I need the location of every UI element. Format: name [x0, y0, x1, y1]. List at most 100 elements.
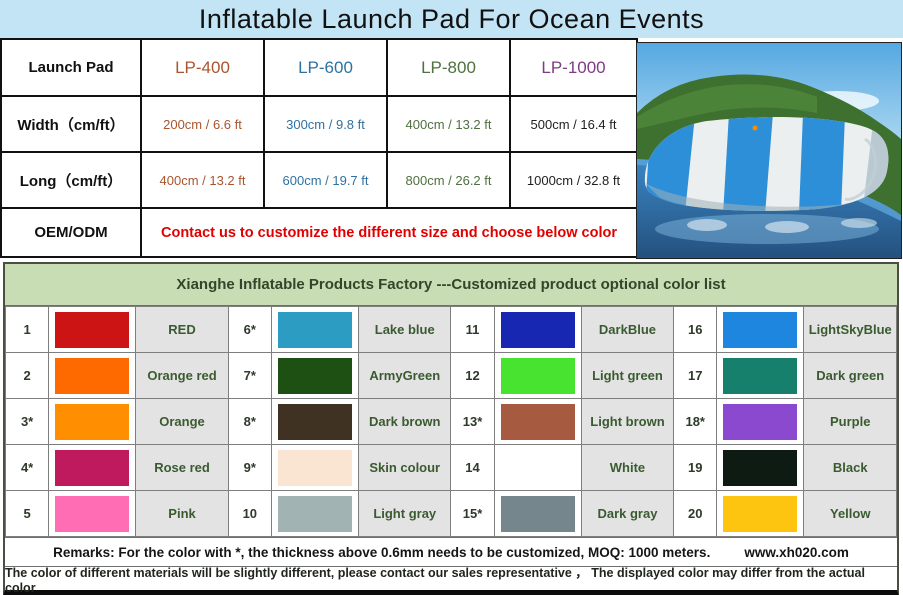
color-row: 3* Orange 8* Dark brown 13* Light brown … — [4, 398, 897, 445]
remarks-text: Remarks: For the color with *, the thick… — [53, 544, 711, 560]
color-number: 9* — [227, 444, 272, 491]
color-swatch-cell — [493, 306, 582, 353]
color-label: Yellow — [803, 490, 897, 537]
model-name: LP-1000 — [509, 38, 638, 97]
width-value: 500cm / 16.4 ft — [509, 95, 638, 153]
color-swatch — [277, 311, 352, 348]
color-label: Lake blue — [358, 306, 452, 353]
color-swatch-cell — [48, 444, 137, 491]
color-number: 18* — [673, 398, 718, 445]
remarks-row: Remarks: For the color with *, the thick… — [5, 537, 897, 566]
color-swatch — [277, 495, 352, 532]
long-value: 1000cm / 32.8 ft — [509, 151, 638, 209]
spec-rowhead-width: Width（cm/ft） — [0, 95, 142, 153]
ocean-blob-illustration — [637, 43, 901, 258]
spec-row-oem: OEM/ODM Contact us to customize the diff… — [0, 207, 638, 258]
model-name: LP-600 — [263, 38, 388, 97]
color-swatch — [55, 495, 130, 532]
color-number: 13* — [450, 398, 495, 445]
color-number: 3* — [4, 398, 50, 445]
model-name: LP-800 — [386, 38, 511, 97]
color-label: Pink — [135, 490, 229, 537]
color-swatch — [723, 311, 798, 348]
long-value: 600cm / 19.7 ft — [263, 151, 388, 209]
color-number: 14 — [450, 444, 495, 491]
color-label: White — [580, 444, 675, 491]
color-swatch-cell — [716, 398, 805, 445]
color-label: Orange — [135, 398, 229, 445]
color-label: Light brown — [580, 398, 675, 445]
spec-rowhead-model: Launch Pad — [0, 38, 142, 97]
spec-rowhead-oem: OEM/ODM — [0, 207, 142, 258]
spec-rowhead-long: Long（cm/ft） — [0, 151, 142, 209]
product-photo — [636, 42, 902, 259]
color-list-section: Xianghe Inflatable Products Factory ---C… — [3, 262, 899, 595]
color-swatch — [55, 311, 130, 348]
color-swatch — [723, 449, 798, 486]
color-swatch-cell — [48, 306, 137, 353]
color-swatch — [55, 449, 130, 486]
color-number: 19 — [673, 444, 718, 491]
model-name: LP-400 — [140, 38, 265, 97]
color-label: Dark brown — [358, 398, 452, 445]
color-label: Light gray — [358, 490, 452, 537]
spec-row-long: Long（cm/ft） 400cm / 13.2 ft 600cm / 19.7… — [0, 151, 638, 209]
color-swatch-cell — [48, 490, 137, 537]
color-swatch-cell — [716, 306, 805, 353]
color-row: 4* Rose red 9* Skin colour 14 White 19 B… — [4, 444, 897, 491]
website-text: www.xh020.com — [744, 544, 849, 560]
spec-row-model: Launch Pad LP-400 LP-600 LP-800 LP-1000 — [0, 38, 638, 97]
color-swatch — [500, 403, 575, 440]
color-grid: 1 RED 6* Lake blue 11 DarkBlue 16 LightS… — [4, 306, 897, 537]
color-number: 20 — [673, 490, 718, 537]
page-title: Inflatable Launch Pad For Ocean Events — [198, 3, 705, 34]
spec-row-width: Width（cm/ft） 200cm / 6.6 ft 300cm / 9.8 … — [0, 95, 638, 153]
color-label: LightSkyBlue — [803, 306, 897, 353]
color-swatch-cell — [270, 490, 360, 537]
color-swatch-cell — [48, 398, 137, 445]
color-label: ArmyGreen — [358, 352, 452, 399]
color-number: 6* — [227, 306, 272, 353]
color-swatch — [723, 495, 798, 532]
footnote-text: The color of different materials will be… — [5, 566, 865, 595]
width-value: 200cm / 6.6 ft — [140, 95, 265, 153]
color-list-header: Xianghe Inflatable Products Factory ---C… — [5, 264, 897, 306]
color-label: RED — [135, 306, 229, 353]
color-swatch — [500, 449, 575, 486]
color-label: Orange red — [135, 352, 229, 399]
color-swatch — [55, 403, 130, 440]
color-swatch-cell — [716, 444, 805, 491]
color-swatch-cell — [493, 352, 582, 399]
long-value: 800cm / 26.2 ft — [386, 151, 511, 209]
color-label: Dark gray — [580, 490, 675, 537]
color-swatch — [500, 495, 575, 532]
spec-table: Launch Pad LP-400 LP-600 LP-800 LP-1000 … — [0, 38, 638, 258]
color-swatch-cell — [493, 444, 582, 491]
color-swatch-cell — [493, 398, 582, 445]
color-label: Dark green — [803, 352, 897, 399]
color-number: 16 — [673, 306, 718, 353]
color-number: 5 — [4, 490, 50, 537]
color-swatch — [500, 357, 575, 394]
color-swatch-cell — [270, 398, 360, 445]
color-swatch — [55, 357, 130, 394]
color-swatch — [277, 403, 352, 440]
color-number: 15* — [450, 490, 495, 537]
width-value: 400cm / 13.2 ft — [386, 95, 511, 153]
color-number: 17 — [673, 352, 718, 399]
color-swatch-cell — [270, 306, 360, 353]
color-number: 2 — [4, 352, 50, 399]
oem-note: Contact us to customize the different si… — [140, 207, 638, 258]
color-number: 4* — [4, 444, 50, 491]
color-label: Light green — [580, 352, 675, 399]
color-swatch — [500, 311, 575, 348]
color-number: 11 — [450, 306, 495, 353]
footnote-row: The color of different materials will be… — [5, 566, 897, 595]
color-swatch-cell — [270, 444, 360, 491]
color-number: 8* — [227, 398, 272, 445]
color-swatch-cell — [716, 352, 805, 399]
color-label: Black — [803, 444, 897, 491]
color-swatch — [277, 357, 352, 394]
color-label: Rose red — [135, 444, 229, 491]
